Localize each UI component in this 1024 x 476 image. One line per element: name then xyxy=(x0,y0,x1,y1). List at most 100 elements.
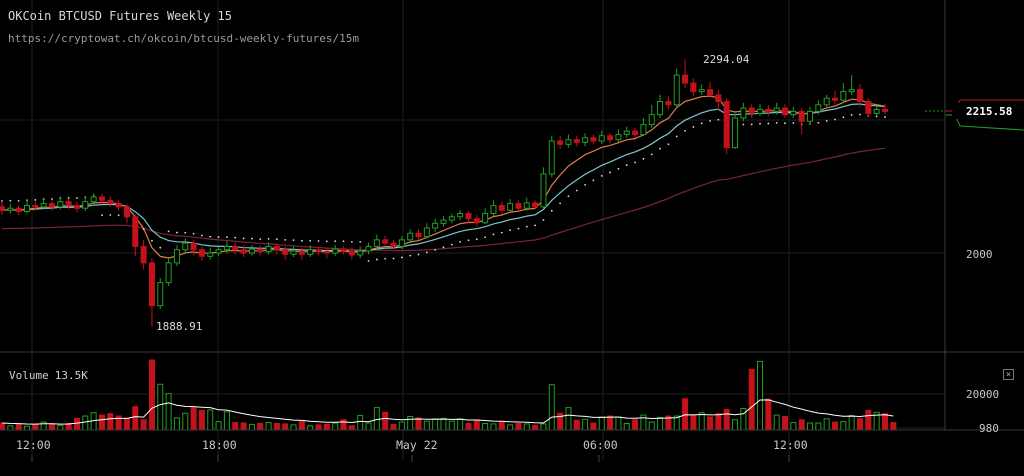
candle-body xyxy=(623,130,630,135)
sar-dot xyxy=(634,161,636,164)
volume-bar xyxy=(848,415,855,431)
sar-dot xyxy=(525,225,528,228)
volume-bar xyxy=(573,419,580,431)
ema-slow-line xyxy=(1,103,886,252)
volume-bar xyxy=(632,419,639,431)
volume-bar xyxy=(582,418,589,431)
ma-long-line xyxy=(1,147,886,252)
sar-dot xyxy=(842,116,845,119)
candle-body xyxy=(373,239,380,247)
sar-dot xyxy=(675,135,678,138)
volume-bar xyxy=(448,420,455,431)
sar-dot xyxy=(784,122,786,125)
candle-body xyxy=(615,133,622,141)
sar-dot xyxy=(384,257,387,260)
candle-body xyxy=(598,135,605,142)
chart-url[interactable]: https://cryptowat.ch/okcoin/btcusd-weekl… xyxy=(8,32,359,45)
sar-dot xyxy=(284,238,287,241)
sar-dot xyxy=(9,199,12,202)
candle-body xyxy=(73,205,80,209)
volume-bar xyxy=(232,422,239,431)
candle-body xyxy=(723,101,730,149)
volume-bar xyxy=(207,409,214,431)
volume-bar xyxy=(307,425,314,431)
candle-body xyxy=(540,173,547,208)
sar-dot xyxy=(684,129,686,132)
sar-dot xyxy=(67,196,70,199)
volume-bar xyxy=(698,412,705,431)
candle-body xyxy=(240,249,247,254)
last-price-green xyxy=(945,114,1024,131)
sar-dot xyxy=(367,260,370,262)
sar-dot xyxy=(584,183,586,186)
sar-dot xyxy=(417,253,420,256)
candle-body xyxy=(707,89,714,96)
volume-bar xyxy=(223,411,230,431)
volume-ma-path xyxy=(1,399,894,425)
sar-dot xyxy=(34,199,37,201)
sar-dot xyxy=(767,122,770,125)
volume-bar xyxy=(48,423,55,431)
sar-dot xyxy=(425,251,428,254)
candle-body xyxy=(448,216,455,221)
volume-bar xyxy=(773,414,780,431)
candle-body xyxy=(382,239,389,244)
volume-bar xyxy=(732,419,739,431)
candle-body xyxy=(856,89,863,103)
close-icon[interactable]: × xyxy=(1003,369,1014,380)
sar-dot xyxy=(117,214,120,217)
volume-bar xyxy=(523,423,530,431)
sar-dot xyxy=(567,195,570,198)
candle-body xyxy=(640,124,647,135)
ema-slow-path xyxy=(1,103,886,252)
ema-fast-path xyxy=(1,95,886,259)
price-tick-label: 2000 xyxy=(966,248,993,261)
time-tick-label: 06:00 xyxy=(583,438,618,452)
volume-bar xyxy=(498,421,505,431)
candle-body xyxy=(265,245,272,253)
candle-body xyxy=(632,130,639,135)
candle-body xyxy=(807,110,814,122)
volume-bar xyxy=(548,384,555,431)
sar-dot xyxy=(792,122,795,124)
candle-body xyxy=(140,245,147,264)
candle-body xyxy=(32,205,39,208)
sar-dot xyxy=(400,256,403,259)
candle-body xyxy=(673,74,680,106)
volume-bar xyxy=(865,409,872,431)
candle-body xyxy=(557,140,564,145)
candle-body xyxy=(432,222,439,229)
sar-dot xyxy=(667,143,670,146)
candle-body xyxy=(107,199,114,205)
candle-body xyxy=(565,139,572,145)
sar-dot xyxy=(884,116,886,118)
candle-body xyxy=(657,101,664,116)
volume-bar xyxy=(715,413,722,431)
sar-dot xyxy=(234,236,237,239)
sar-dot xyxy=(334,240,337,243)
volume-bar xyxy=(107,413,114,431)
volume-bar xyxy=(123,417,130,431)
candle-body xyxy=(90,196,97,203)
candle-body xyxy=(798,110,805,122)
volume-bar xyxy=(0,422,5,431)
sar-dot xyxy=(359,240,362,243)
volume-tick-label: 20000 xyxy=(966,388,999,401)
candle-body xyxy=(873,108,880,114)
candle-body xyxy=(40,203,47,208)
volume-bar xyxy=(290,424,297,431)
sar-dot xyxy=(350,240,353,243)
volume-bar xyxy=(881,413,888,431)
sar-dot xyxy=(151,239,153,242)
sar-dot xyxy=(409,254,412,257)
volume-bar xyxy=(856,418,863,431)
sar-dot xyxy=(242,237,245,240)
candle-body xyxy=(282,249,289,255)
candle-body xyxy=(248,248,255,254)
volume-bar xyxy=(765,398,772,431)
sar-dot xyxy=(550,209,553,212)
candle-body xyxy=(48,203,55,208)
volume-bar xyxy=(782,415,789,431)
volume-bar xyxy=(257,422,264,431)
